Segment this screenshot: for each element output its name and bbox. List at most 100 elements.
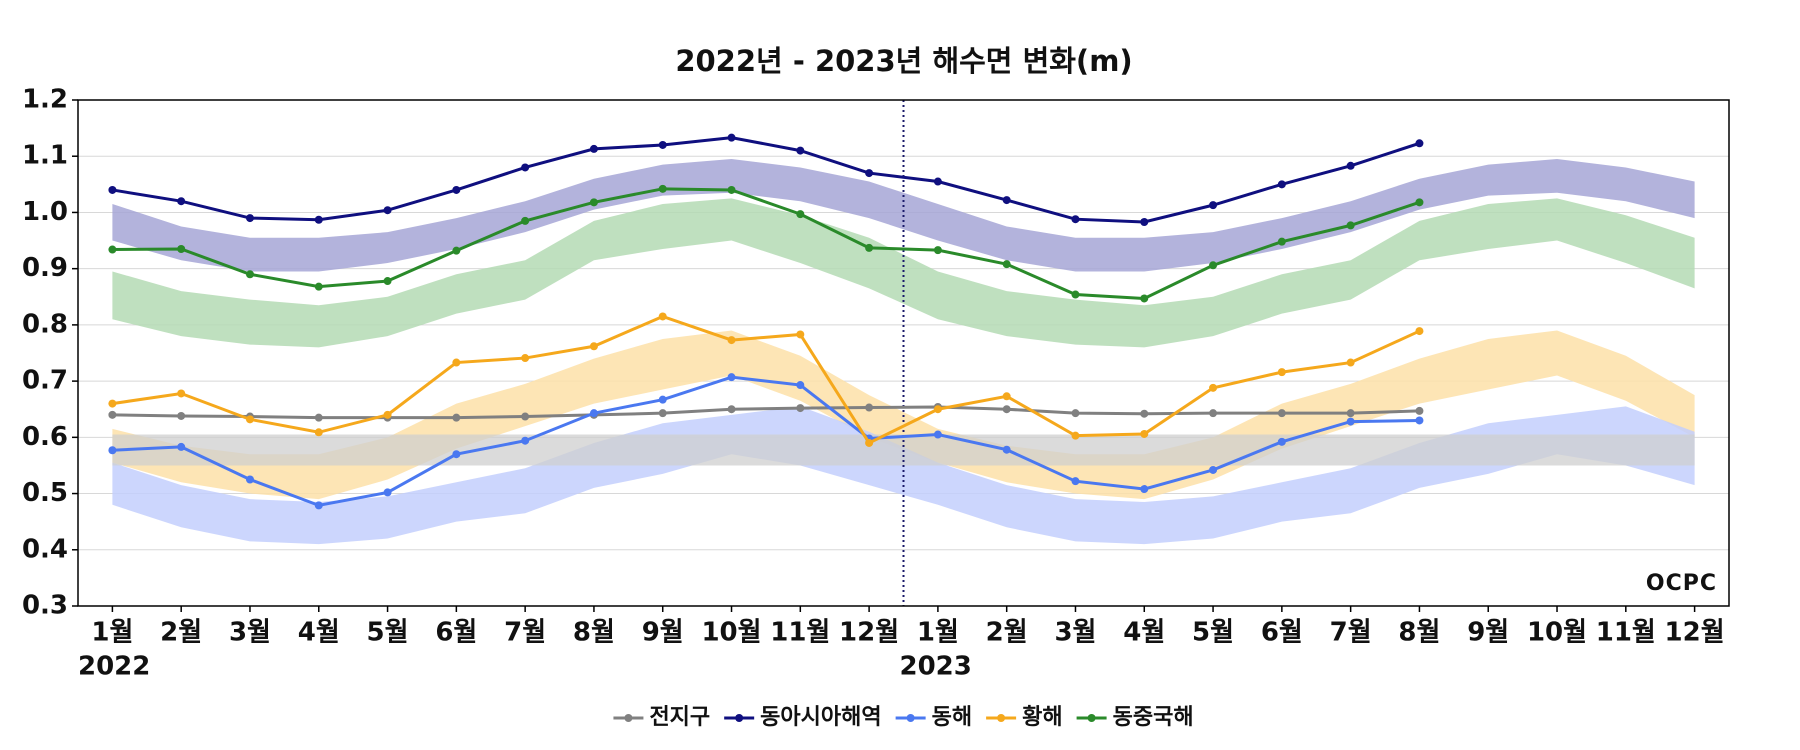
data-point — [1346, 221, 1355, 230]
data-point — [1277, 368, 1286, 377]
data-point — [1209, 383, 1218, 392]
data-point — [452, 450, 461, 459]
legend-item: 동해 — [895, 705, 972, 730]
data-point — [1140, 409, 1149, 418]
legend-marker — [997, 714, 1006, 722]
data-point — [1346, 409, 1355, 418]
y-tick-label: 1.2 — [22, 85, 68, 115]
data-point — [658, 409, 667, 418]
data-point — [1277, 180, 1286, 189]
x-tick-label: 2월 — [986, 618, 1028, 648]
data-point — [1415, 406, 1424, 415]
data-point — [452, 246, 461, 255]
data-point — [1209, 409, 1218, 418]
legend: 전지구 동아시아해역 동해 황해 동중국해 — [613, 705, 1194, 730]
legend-marker — [624, 714, 633, 722]
data-point — [245, 214, 254, 223]
legend-marker — [735, 714, 744, 722]
legend-label: 동아시아해역 — [760, 705, 881, 730]
data-point — [1071, 431, 1080, 440]
data-point — [796, 330, 805, 339]
data-point — [1415, 198, 1424, 207]
data-point — [1071, 477, 1080, 486]
y-tick-label: 1.1 — [22, 141, 68, 171]
data-point — [383, 410, 392, 419]
data-point — [727, 373, 736, 382]
series-line — [112, 375, 1420, 507]
data-point — [177, 411, 186, 420]
x-tick-label: 12월 — [1665, 618, 1725, 648]
x-tick-label: 7월 — [504, 618, 546, 648]
data-point — [1346, 417, 1355, 426]
x-tick-label: 6월 — [1261, 618, 1303, 648]
data-point — [658, 140, 667, 149]
x-tick-label: 3월 — [1054, 618, 1096, 648]
data-point — [1071, 215, 1080, 224]
legend-label: 동해 — [932, 705, 972, 730]
data-point — [1415, 416, 1424, 425]
y-tick-label: 0.8 — [22, 309, 68, 339]
range-band — [112, 330, 1695, 500]
data-point — [1002, 392, 1011, 401]
data-point — [245, 415, 254, 424]
x-tick-label: 5월 — [367, 618, 409, 648]
data-point — [589, 198, 598, 207]
data-point — [521, 436, 530, 445]
data-point — [933, 405, 942, 414]
data-point — [1346, 161, 1355, 170]
data-point — [589, 409, 598, 418]
x-tick-label: 9월 — [1467, 618, 1509, 648]
data-point — [865, 403, 874, 412]
data-point — [1209, 465, 1218, 474]
x-tick-label: 8월 — [573, 618, 615, 648]
chart-title: 2022년 - 2023년 해수면 변화(m) — [675, 44, 1132, 78]
data-point — [589, 144, 598, 153]
data-point — [452, 358, 461, 367]
series-line — [112, 136, 1420, 224]
data-point — [796, 381, 805, 390]
data-point — [177, 244, 186, 253]
y-tick-label: 0.3 — [22, 591, 68, 621]
data-point — [1140, 218, 1149, 227]
y-tick-label: 0.9 — [22, 253, 68, 283]
data-point — [108, 399, 117, 408]
logo: OCPC — [1646, 571, 1717, 596]
data-point — [1140, 485, 1149, 494]
legend-label: 황해 — [1022, 705, 1062, 730]
data-point — [727, 405, 736, 414]
data-point — [865, 438, 874, 447]
data-point — [865, 169, 874, 178]
data-point — [658, 395, 667, 404]
data-point — [658, 184, 667, 193]
data-point — [314, 428, 323, 437]
legend-label: 전지구 — [649, 705, 710, 730]
data-point — [727, 336, 736, 345]
legend-marker — [1087, 714, 1096, 722]
x-tick-label: 4월 — [1123, 618, 1165, 648]
x-tick-label: 12월 — [839, 618, 899, 648]
data-point — [108, 410, 117, 419]
data-point — [314, 215, 323, 224]
x-tick-label: 5월 — [1192, 618, 1234, 648]
data-point — [796, 210, 805, 219]
data-point — [521, 354, 530, 363]
data-point — [521, 163, 530, 172]
series-line — [112, 314, 1421, 445]
data-point — [1002, 196, 1011, 205]
x-tick-label: 11월 — [1596, 618, 1656, 648]
y-tick-label: 0.5 — [22, 478, 68, 508]
data-point — [383, 488, 392, 497]
data-point — [521, 216, 530, 225]
data-point — [177, 197, 186, 206]
data-point — [865, 243, 874, 252]
data-point — [1002, 260, 1011, 269]
data-point — [933, 177, 942, 186]
data-point — [1346, 358, 1355, 367]
data-point — [933, 430, 942, 439]
data-point — [108, 245, 117, 254]
legend-item: 동아시아해역 — [724, 705, 882, 730]
data-point — [314, 413, 323, 422]
range-band — [112, 198, 1695, 348]
data-point — [177, 389, 186, 398]
